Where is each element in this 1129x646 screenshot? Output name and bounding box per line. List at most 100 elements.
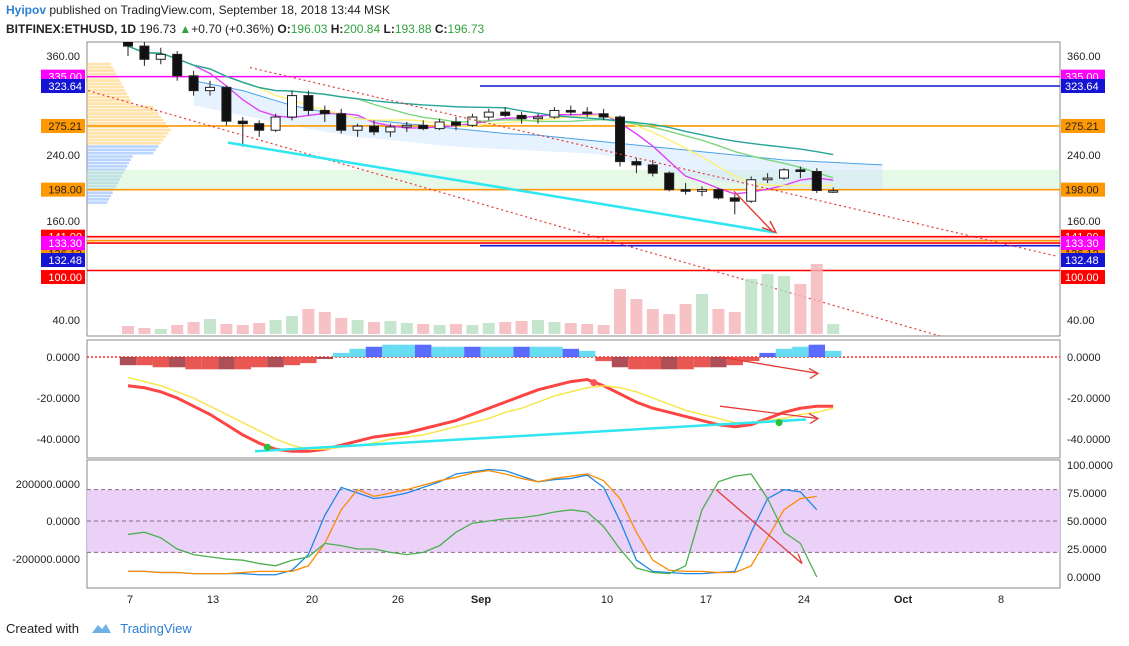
histogram-bar bbox=[677, 357, 694, 370]
high-value: 200.84 bbox=[343, 22, 381, 36]
oscillator-line-orange bbox=[128, 469, 817, 575]
author-link[interactable]: Hyipov bbox=[6, 3, 47, 17]
oscillator-2-axis-label-left: 0.0000 bbox=[46, 516, 80, 528]
volume-bar bbox=[204, 319, 216, 334]
volume-bar bbox=[597, 325, 610, 334]
candle-body bbox=[139, 45, 150, 60]
price-tag-label: 323.64 bbox=[1065, 81, 1099, 93]
volume-bar bbox=[532, 320, 544, 334]
oscillator-1-pane-border bbox=[86, 339, 1061, 459]
candle-body bbox=[451, 121, 461, 126]
oscillator-line-blue bbox=[128, 468, 818, 576]
oscillator-line-fast bbox=[127, 378, 834, 453]
candle-body bbox=[549, 109, 560, 118]
volume-bar bbox=[794, 284, 807, 334]
candle-body bbox=[598, 113, 609, 118]
price-tag-right bbox=[1061, 270, 1105, 285]
volume-bar bbox=[581, 324, 594, 334]
volume-profile-bar bbox=[87, 151, 154, 155]
volume-bar bbox=[335, 318, 348, 334]
volume-bar bbox=[778, 276, 790, 334]
volume-bar bbox=[548, 322, 561, 334]
histogram-bar bbox=[152, 357, 169, 368]
close-value: 196.73 bbox=[447, 22, 485, 36]
volume-bar bbox=[253, 323, 266, 334]
oscillator-2-axis-label: 75.0000 bbox=[1067, 488, 1107, 500]
volume-profile-bar bbox=[87, 108, 156, 112]
volume-profile-bar bbox=[87, 181, 119, 185]
volume-bar bbox=[368, 322, 380, 334]
time-axis-label: 13 bbox=[207, 594, 219, 606]
volume-bar bbox=[269, 320, 282, 334]
histogram-bar bbox=[825, 350, 842, 357]
histogram-bar bbox=[169, 357, 186, 368]
volume-profile-bar bbox=[87, 72, 117, 76]
divergence-trendline bbox=[254, 418, 807, 453]
candle-body bbox=[647, 164, 658, 174]
histogram-bar bbox=[775, 348, 793, 357]
price-tag-label: 275.21 bbox=[1065, 121, 1099, 133]
volume-bar bbox=[466, 325, 479, 334]
volume-bar bbox=[171, 325, 184, 334]
volume-profile-bar bbox=[87, 168, 126, 171]
histogram-bar bbox=[710, 357, 727, 368]
volume-bar bbox=[663, 314, 676, 334]
histogram-bar bbox=[529, 346, 547, 357]
volume-profile-bar bbox=[87, 128, 171, 132]
volume-profile-bar bbox=[87, 184, 117, 188]
price-axis-label-left: 240.00 bbox=[46, 150, 80, 162]
cross-marker-green bbox=[263, 443, 271, 451]
price-tag-right bbox=[1061, 182, 1105, 197]
trendline-upper-dotted bbox=[249, 66, 1059, 258]
volume-profile-bar bbox=[87, 174, 122, 178]
candle-body bbox=[172, 53, 183, 77]
candle-body bbox=[434, 121, 445, 130]
histogram-bar bbox=[234, 357, 251, 370]
volume-profile-bar bbox=[87, 89, 126, 92]
candle-body bbox=[155, 53, 166, 60]
volume-profile-bar bbox=[87, 132, 169, 135]
candle-body bbox=[483, 111, 494, 118]
oscillator-2-axis-label: 100.0000 bbox=[1067, 460, 1113, 472]
candle-body bbox=[500, 111, 511, 116]
oscillator-1-axis-label-left: -20.0000 bbox=[37, 393, 80, 405]
candle-body bbox=[811, 171, 822, 191]
tradingview-link[interactable]: TradingView bbox=[120, 621, 192, 636]
histogram-bar bbox=[398, 344, 415, 357]
volume-profile-bar bbox=[87, 148, 156, 152]
price-tag-right bbox=[1061, 118, 1105, 133]
price-tag-label: 133.30 bbox=[1065, 238, 1099, 250]
volume-bar bbox=[154, 329, 167, 334]
forecast-arrow-head bbox=[808, 367, 820, 379]
volume-profile-bar bbox=[87, 105, 154, 109]
oscillator-2-axis-label-left: 200000.0000 bbox=[16, 479, 80, 491]
histogram-bar bbox=[365, 346, 383, 357]
histogram-bar bbox=[759, 352, 776, 357]
volume-bar bbox=[351, 320, 364, 334]
price-tag-left bbox=[41, 236, 85, 251]
candle-body bbox=[205, 86, 215, 92]
oscillator-1-axis-label-left: -40.0000 bbox=[37, 434, 80, 446]
volume-bar bbox=[696, 294, 708, 334]
volume-bar bbox=[614, 289, 626, 334]
change-arrow-icon: ▲ bbox=[179, 22, 192, 36]
publish-line: Hyipov published on TradingView.com, Sep… bbox=[6, 3, 390, 17]
histogram-bar bbox=[316, 357, 333, 360]
oscillator-2-axis-label: 25.0000 bbox=[1067, 544, 1107, 556]
histogram-bar bbox=[415, 344, 432, 357]
candle-body bbox=[369, 125, 379, 133]
price-tag-left bbox=[41, 182, 85, 197]
candle-body bbox=[352, 125, 363, 131]
time-axis-label: 10 bbox=[601, 594, 613, 606]
volume-bar bbox=[482, 323, 495, 334]
price-tag-left bbox=[41, 253, 85, 268]
volume-profile-bar bbox=[87, 178, 120, 181]
forecast-arrow bbox=[715, 489, 803, 565]
candle-body bbox=[615, 116, 625, 163]
change-value: +0.70 (+0.36%) bbox=[191, 22, 275, 36]
histogram-bar bbox=[201, 357, 219, 370]
price-tag-label: 100.00 bbox=[1065, 272, 1099, 284]
volume-bar bbox=[745, 279, 758, 334]
candle-body bbox=[631, 161, 642, 166]
